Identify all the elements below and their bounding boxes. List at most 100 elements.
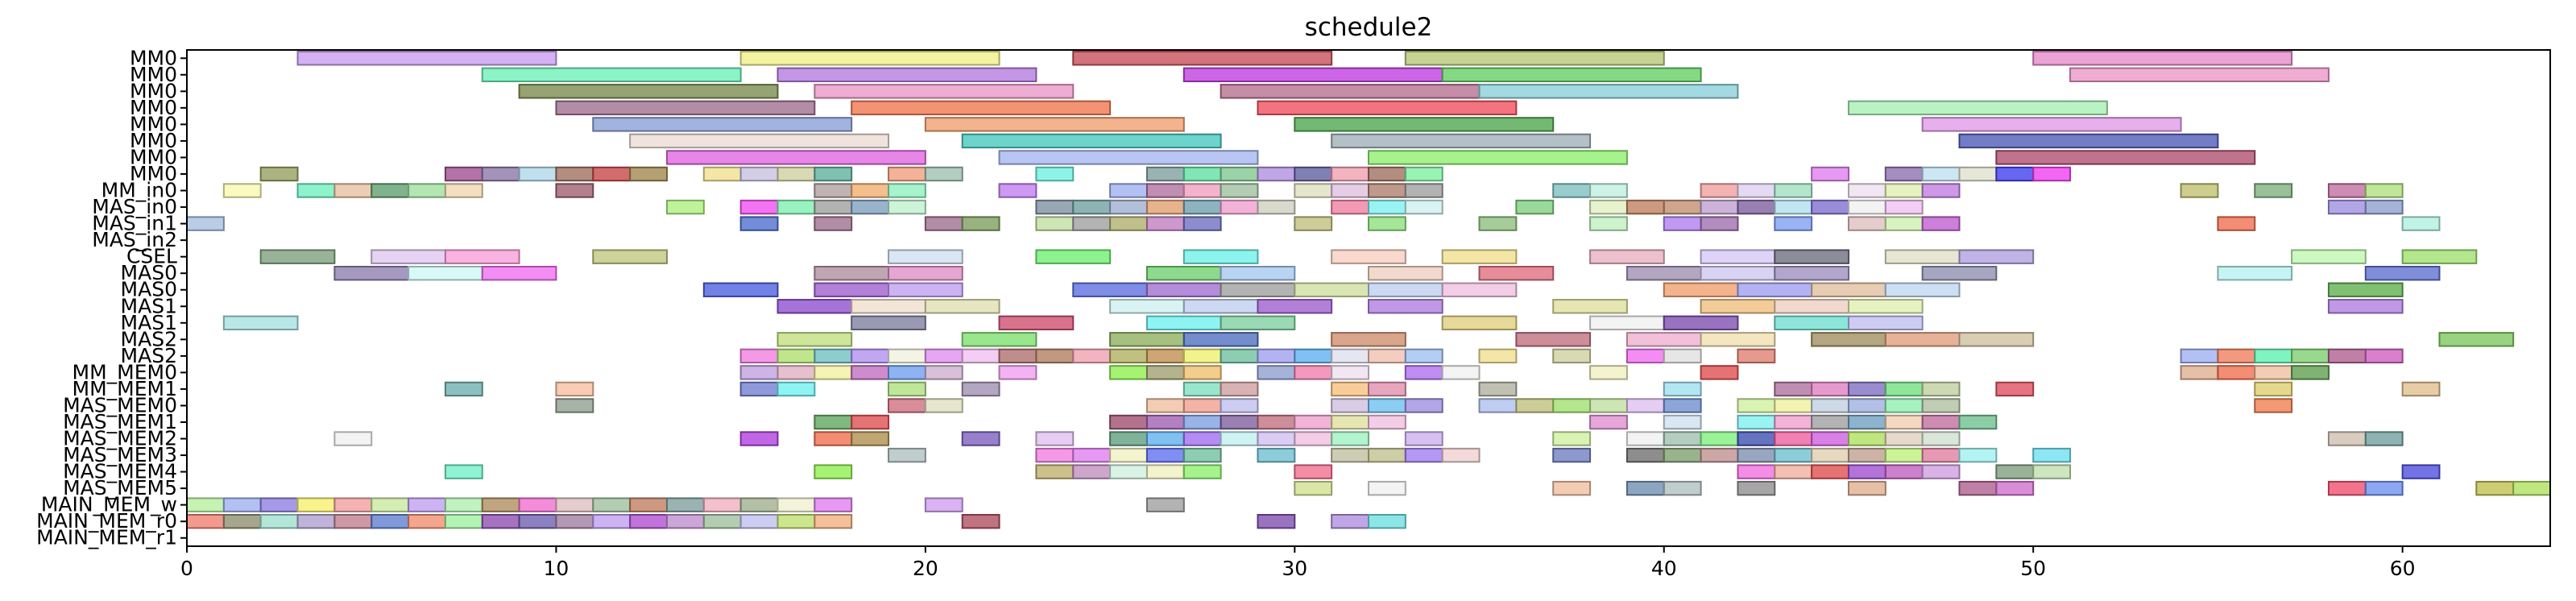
bar-220 xyxy=(814,348,853,364)
bar-111 xyxy=(1774,199,1813,215)
bar-368 xyxy=(1626,447,1665,463)
bar-375 xyxy=(1884,447,1924,463)
chart-title: schedule2 xyxy=(1305,13,1433,42)
bar-161 xyxy=(1220,265,1296,281)
bar-248 xyxy=(739,365,779,380)
bar-214 xyxy=(1811,332,1886,347)
bar-49 xyxy=(1331,166,1369,182)
bar-84 xyxy=(1921,183,1961,198)
bar-121 xyxy=(961,216,1000,231)
bar-12 xyxy=(1220,84,1481,99)
bar-62 xyxy=(408,183,446,198)
bar-227 xyxy=(1072,348,1112,364)
bar-297 xyxy=(1404,398,1443,413)
bar-70 xyxy=(1145,183,1185,198)
bar-272 xyxy=(777,381,816,397)
bar-362 xyxy=(1257,447,1296,463)
bar-316 xyxy=(1220,414,1259,430)
bar-396 xyxy=(1294,480,1333,496)
bar-279 xyxy=(1478,381,1518,397)
bar-245 xyxy=(2291,348,2330,364)
bar-88 xyxy=(2364,183,2404,198)
bar-353 xyxy=(1921,431,1961,446)
bar-385 xyxy=(1182,464,1222,479)
bar-172 xyxy=(888,282,963,297)
bar-393 xyxy=(1995,464,2035,479)
bar-311 xyxy=(814,414,853,430)
bar-363 xyxy=(1331,447,1369,463)
bar-33 xyxy=(518,166,557,182)
bar-100 xyxy=(1220,199,1259,215)
bar-399 xyxy=(1626,480,1665,496)
bar-288 xyxy=(2401,381,2441,397)
bar-197 xyxy=(851,315,926,331)
bar-11 xyxy=(814,84,1075,99)
bar-357 xyxy=(1035,447,1075,463)
bar-38 xyxy=(739,166,779,182)
bar-303 xyxy=(1663,398,1702,413)
bar-299 xyxy=(1515,398,1555,413)
bar-8 xyxy=(1441,67,1702,83)
x-tick-label-0: 0 xyxy=(180,557,193,580)
bar-376 xyxy=(1921,447,1961,463)
bar-424 xyxy=(739,497,779,512)
y-tick-label-13: MAS0 xyxy=(121,261,177,284)
x-tick-label-4: 40 xyxy=(1651,557,1677,580)
bar-260 xyxy=(1331,365,1369,380)
bar-283 xyxy=(1847,381,1886,397)
bar-377 xyxy=(1958,447,1998,463)
bar-141 xyxy=(444,249,520,264)
bar-40 xyxy=(814,166,853,182)
bar-444 xyxy=(739,513,779,529)
bar-28 xyxy=(1368,150,1628,165)
bar-267 xyxy=(2254,365,2293,380)
bar-291 xyxy=(924,398,963,413)
y-tick-label-3: MM0 xyxy=(130,96,177,119)
bar-167 xyxy=(1921,265,1998,281)
bar-181 xyxy=(1811,282,1886,297)
bar-341 xyxy=(1294,431,1333,446)
x-axis: 0 10 20 30 40 50 60 xyxy=(180,546,2416,580)
bar-346 xyxy=(1663,431,1702,446)
bar-432 xyxy=(296,513,336,529)
bar-202 xyxy=(1589,315,1665,331)
bar-92 xyxy=(814,199,853,215)
bar-307 xyxy=(1847,398,1886,413)
y-tick-label-20: MM_MEM1 xyxy=(72,377,177,400)
bar-89 xyxy=(665,199,705,215)
bar-205 xyxy=(1847,315,1924,331)
bar-373 xyxy=(1811,447,1849,463)
bar-290 xyxy=(888,398,926,413)
bar-203 xyxy=(1663,315,1739,331)
bar-349 xyxy=(1774,431,1813,446)
bar-259 xyxy=(1294,365,1333,380)
bar-191 xyxy=(1552,299,1628,314)
bar-101 xyxy=(1257,199,1296,215)
bar-25 xyxy=(1958,133,2219,149)
bar-76 xyxy=(1404,183,1443,198)
x-tick-label-2: 20 xyxy=(913,557,938,580)
bar-383 xyxy=(1109,464,1148,479)
y-tick-label-6: MM0 xyxy=(130,145,177,168)
y-tick-label-1: MM0 xyxy=(130,63,177,86)
bar-158 xyxy=(814,265,890,281)
bar-447 xyxy=(961,513,1000,529)
bar-414 xyxy=(371,497,410,512)
bar-449 xyxy=(1331,513,1369,529)
bar-382 xyxy=(1072,464,1112,479)
bar-230 xyxy=(1182,348,1222,364)
bar-429 xyxy=(186,513,225,529)
bar-305 xyxy=(1774,398,1813,413)
bar-397 xyxy=(1368,480,1406,496)
y-tick-label-5: MM0 xyxy=(130,129,177,152)
bar-229 xyxy=(1145,348,1185,364)
bar-15 xyxy=(851,100,1112,116)
bar-74 xyxy=(1331,183,1369,198)
bar-71 xyxy=(1182,183,1222,198)
bar-195 xyxy=(2327,299,2404,314)
bar-3 xyxy=(1404,51,1665,66)
bar-378 xyxy=(2032,447,2072,463)
bar-67 xyxy=(888,183,926,198)
bar-350 xyxy=(1811,431,1849,446)
bar-381 xyxy=(1035,464,1075,479)
